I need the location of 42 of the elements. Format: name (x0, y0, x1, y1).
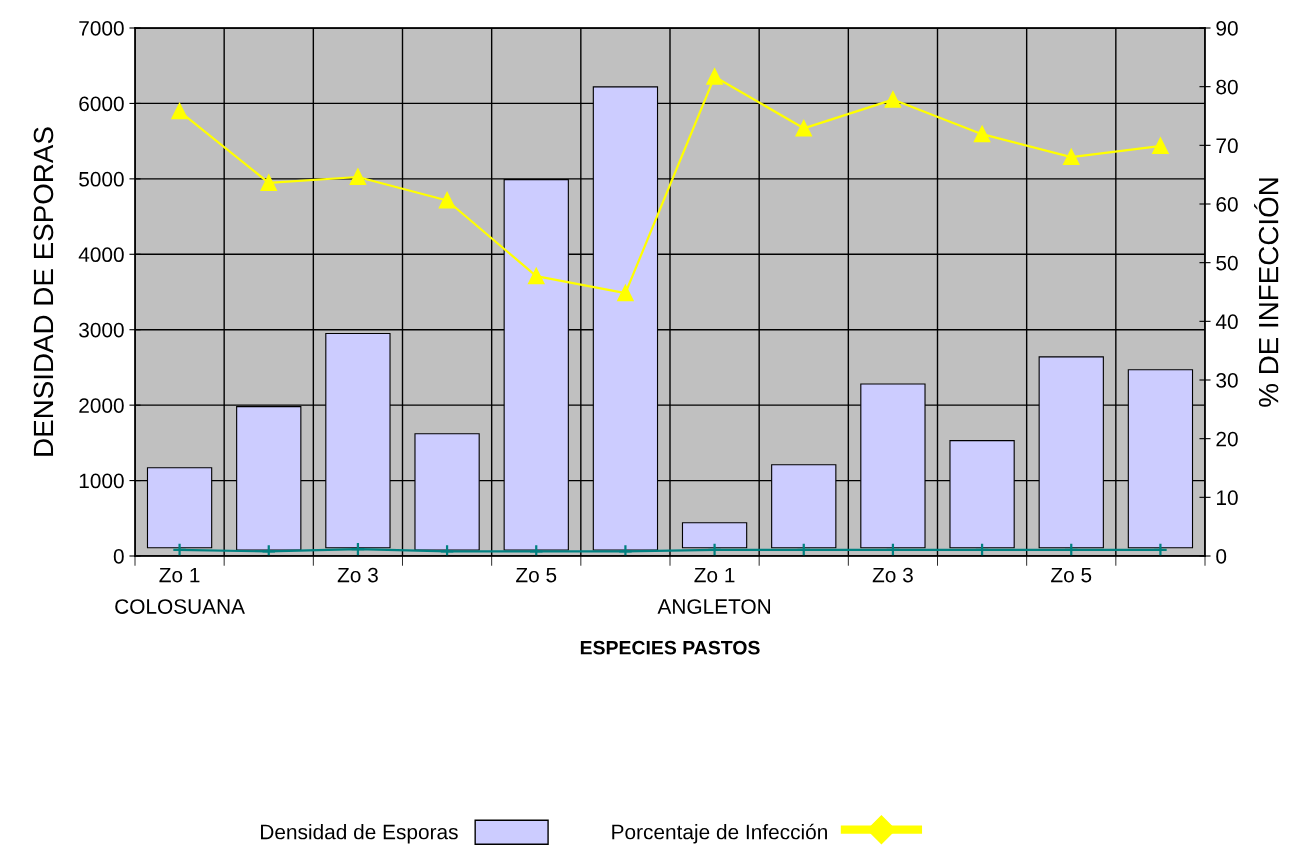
y2-tick-label: 40 (1215, 314, 1238, 330)
point (974, 126, 991, 143)
x-tick-label: Zo 1 COLOSUANA (115, 567, 245, 614)
y-tick-label: 4000 (78, 247, 124, 263)
legend-label: Densidad de Esporas (261, 824, 458, 844)
y2-tick-label: 70 (1216, 138, 1238, 154)
x-tick-label: Zo 1 ANGLETON (657, 567, 770, 614)
y-tick-label: 1000 (79, 473, 124, 489)
point (1063, 149, 1080, 166)
x-tick-label: Zo 3 (337, 567, 378, 583)
y-tick-label: 7000 (79, 21, 124, 36)
point (171, 103, 188, 120)
y2-tick-label: 10 (1217, 490, 1238, 506)
y-axis-title: DENSIDAD DE ESPORAS (33, 127, 54, 456)
y2-tick-label: 20 (1216, 431, 1238, 447)
y2-axis-title: % DE INFECCIÓN (1254, 178, 1279, 407)
y-tick-label: 3000 (79, 322, 124, 338)
point (349, 168, 366, 186)
y-tick-label: 5000 (79, 171, 124, 187)
x-tick-label: Zo 3 (872, 567, 913, 583)
y2-tick-label: 80 (1216, 79, 1238, 95)
point (884, 91, 901, 108)
point (439, 192, 456, 209)
bar (681, 522, 748, 549)
point (706, 68, 723, 85)
x-axis-title: ESPECIES PASTOS (580, 640, 760, 655)
y2-tick-label: 0 (1216, 549, 1227, 564)
point (795, 120, 812, 137)
point (528, 268, 545, 285)
x-tick-label: Zo 5 (1051, 567, 1092, 583)
point (260, 174, 277, 191)
legend-label: Porcentaje de Infección (612, 823, 827, 844)
y2-tick-label: 60 (1216, 197, 1238, 212)
y2-tick-label: 30 (1216, 373, 1238, 388)
point (617, 285, 634, 302)
point (1152, 137, 1169, 154)
y2-tick-label: 90 (1216, 21, 1238, 36)
y-tick-label: 0 (113, 549, 124, 564)
y-tick-label: 6000 (79, 96, 124, 112)
y-tick-label: 2000 (79, 398, 124, 413)
x-tick-label: Zo 5 (516, 567, 557, 583)
y2-tick-label: 50 (1216, 255, 1238, 271)
